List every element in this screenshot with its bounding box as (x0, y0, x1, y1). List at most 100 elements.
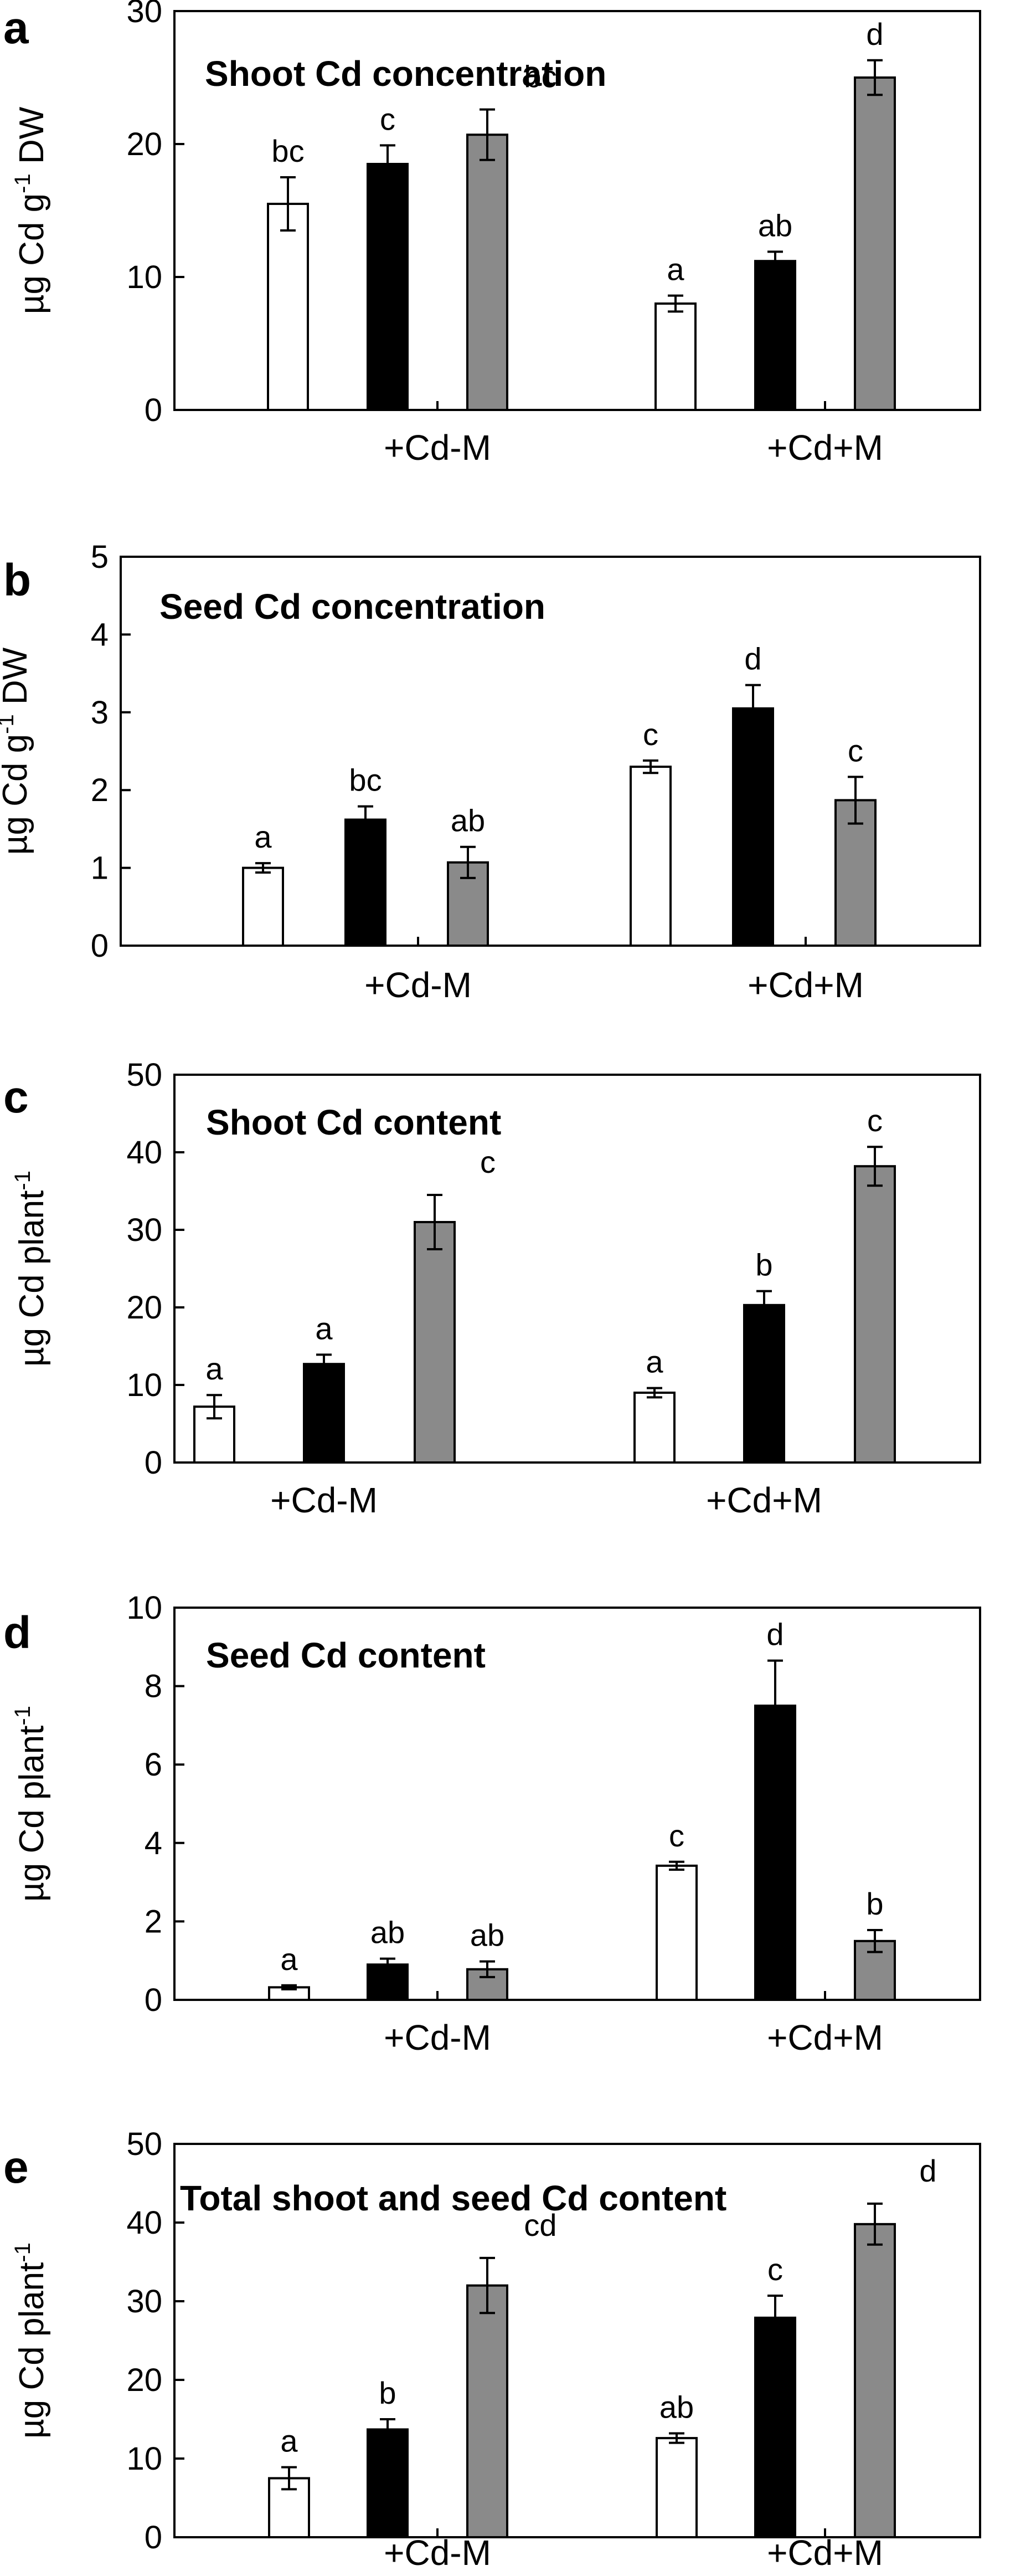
y-tick-label: 6 (145, 1747, 162, 1783)
y-axis-label: µg Cd g-1 DW (0, 647, 34, 855)
significance-letter: ab (659, 2390, 694, 2425)
y-tick-label: 0 (91, 928, 109, 964)
bar (466, 134, 508, 411)
chart-title: Seed Cd concentration (159, 587, 545, 627)
significance-letter: d (766, 1617, 784, 1652)
significance-letter: c (380, 101, 395, 136)
plot-frame (173, 1607, 981, 2001)
panel-letter: b (3, 555, 31, 605)
y-axis-label-superscript: -1 (11, 173, 35, 193)
bar (656, 2437, 698, 2539)
category-label: +Cd-M (384, 428, 491, 468)
bar (854, 76, 896, 411)
bar (854, 1165, 896, 1464)
y-tick-label: 5 (91, 539, 109, 575)
y-tick-label: 0 (145, 1445, 162, 1481)
category-label: +Cd-M (364, 965, 472, 1005)
y-tick-label: 30 (126, 1212, 162, 1248)
significance-letter: bc (349, 763, 382, 798)
plot-frame (120, 556, 981, 947)
bar (656, 1864, 698, 2002)
y-tick-label: 10 (126, 1367, 162, 1403)
significance-letter: a (205, 1351, 223, 1386)
y-tick-label: 20 (126, 1290, 162, 1326)
significance-letter: a (280, 2424, 298, 2459)
y-tick-label: 50 (126, 2126, 162, 2162)
y-tick-label: 50 (126, 1057, 162, 1093)
bar (367, 163, 409, 411)
bar (854, 2223, 896, 2539)
bar (367, 2428, 409, 2538)
y-axis-label-main: µg Cd g (13, 193, 51, 314)
y-tick-label: 8 (145, 1669, 162, 1705)
significance-letter: d (919, 2153, 936, 2188)
y-axis-label-main: µg Cd plant (13, 1190, 51, 1367)
y-tick-label: 30 (126, 0, 162, 29)
y-axis-label-superscript: -1 (11, 2243, 35, 2262)
significance-letter: c (643, 717, 658, 752)
category-label: +Cd-M (384, 2533, 491, 2573)
bar (466, 2284, 508, 2539)
bar (732, 707, 774, 947)
y-tick-label: 4 (145, 1825, 162, 1861)
significance-letter: a (667, 252, 684, 287)
significance-letter: d (744, 642, 761, 676)
y-axis-label: µg Cd g-1 DW (11, 106, 51, 314)
bar (630, 766, 672, 947)
chart-title: Total shoot and seed Cd content (180, 2178, 726, 2218)
significance-letter: ab (470, 1918, 504, 1953)
y-tick-label: 4 (91, 617, 109, 653)
y-axis-label: µg Cd plant-1 (11, 2243, 51, 2439)
category-label: +Cd+M (706, 1480, 822, 1520)
panel-letter: c (3, 1072, 29, 1122)
bar (754, 1705, 796, 2001)
y-tick-label: 10 (126, 2441, 162, 2477)
panel-letter: d (3, 1608, 31, 1658)
significance-letter: a (646, 1345, 663, 1379)
panel-d: d 0 2 4 6 8 10 +Cd-M +Cd+M Seed Cd content µg Cd p… (3, 1590, 981, 2057)
y-axis-label-main: µg Cd plant (13, 1726, 51, 1902)
bar (654, 302, 697, 411)
y-tick-label: 20 (126, 2362, 162, 2398)
y-tick-label: 0 (145, 392, 162, 428)
y-axis-label-main: µg Cd plant (13, 2262, 51, 2439)
plot-frame (173, 10, 981, 411)
y-tick-label: 20 (126, 126, 162, 162)
bar (414, 1221, 456, 1464)
panel-letter: e (3, 2142, 29, 2193)
y-tick-label: 2 (91, 772, 109, 808)
y-axis-label: µg Cd plant-1 (11, 1171, 51, 1367)
bar (633, 1392, 676, 1464)
chart-title: Shoot Cd concentration (205, 54, 606, 94)
y-tick-label: 3 (91, 695, 109, 731)
significance-letter: a (280, 1942, 298, 1977)
significance-letter: a (315, 1311, 333, 1346)
significance-letter: cd (524, 2208, 556, 2243)
significance-letter: bc (524, 59, 556, 94)
significance-letter: c (867, 1103, 883, 1138)
y-tick-label: 0 (145, 1982, 162, 2018)
y-tick-label: 2 (145, 1903, 162, 1939)
significance-letter: c (767, 2252, 783, 2287)
significance-letter: a (254, 819, 272, 854)
category-label: +Cd-M (270, 1480, 378, 1520)
plot-frame (173, 1074, 981, 1464)
bar (267, 203, 309, 411)
significance-letter: b (379, 2375, 396, 2410)
bar (754, 2316, 796, 2538)
significance-letter: c (848, 733, 863, 768)
y-tick-label: 40 (126, 1135, 162, 1171)
significance-letter: bc (271, 134, 304, 168)
panel-e: e 0 10 20 30 40 50 +Cd-M +Cd+M Total shoot and se… (3, 2126, 981, 2573)
category-label: +Cd+M (767, 428, 883, 468)
panel-b: b 0 1 2 3 4 5 +Cd-M +Cd+M Seed Cd concentration µg… (0, 539, 981, 1005)
y-axis-label-main: µg Cd g (0, 734, 34, 855)
significance-letter: c (669, 1818, 684, 1853)
bar (754, 260, 796, 411)
chart-title: Shoot Cd content (206, 1102, 501, 1142)
panel-c: c 0 10 20 30 40 50 +Cd-M +Cd+M Shoot Cd content µg… (3, 1057, 981, 1520)
y-tick-label: 40 (126, 2205, 162, 2241)
panel-a: a 0 10 20 30 +Cd-M +Cd+M Shoot Cd concentration… (3, 0, 981, 468)
significance-letter: ab (758, 208, 792, 243)
